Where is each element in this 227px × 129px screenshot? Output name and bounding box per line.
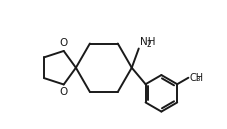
Text: 2: 2 [146,40,151,49]
Text: 3: 3 [195,76,200,82]
Text: O: O [60,87,68,97]
Text: CH: CH [190,73,204,83]
Text: NH: NH [141,37,156,47]
Text: O: O [60,38,68,48]
